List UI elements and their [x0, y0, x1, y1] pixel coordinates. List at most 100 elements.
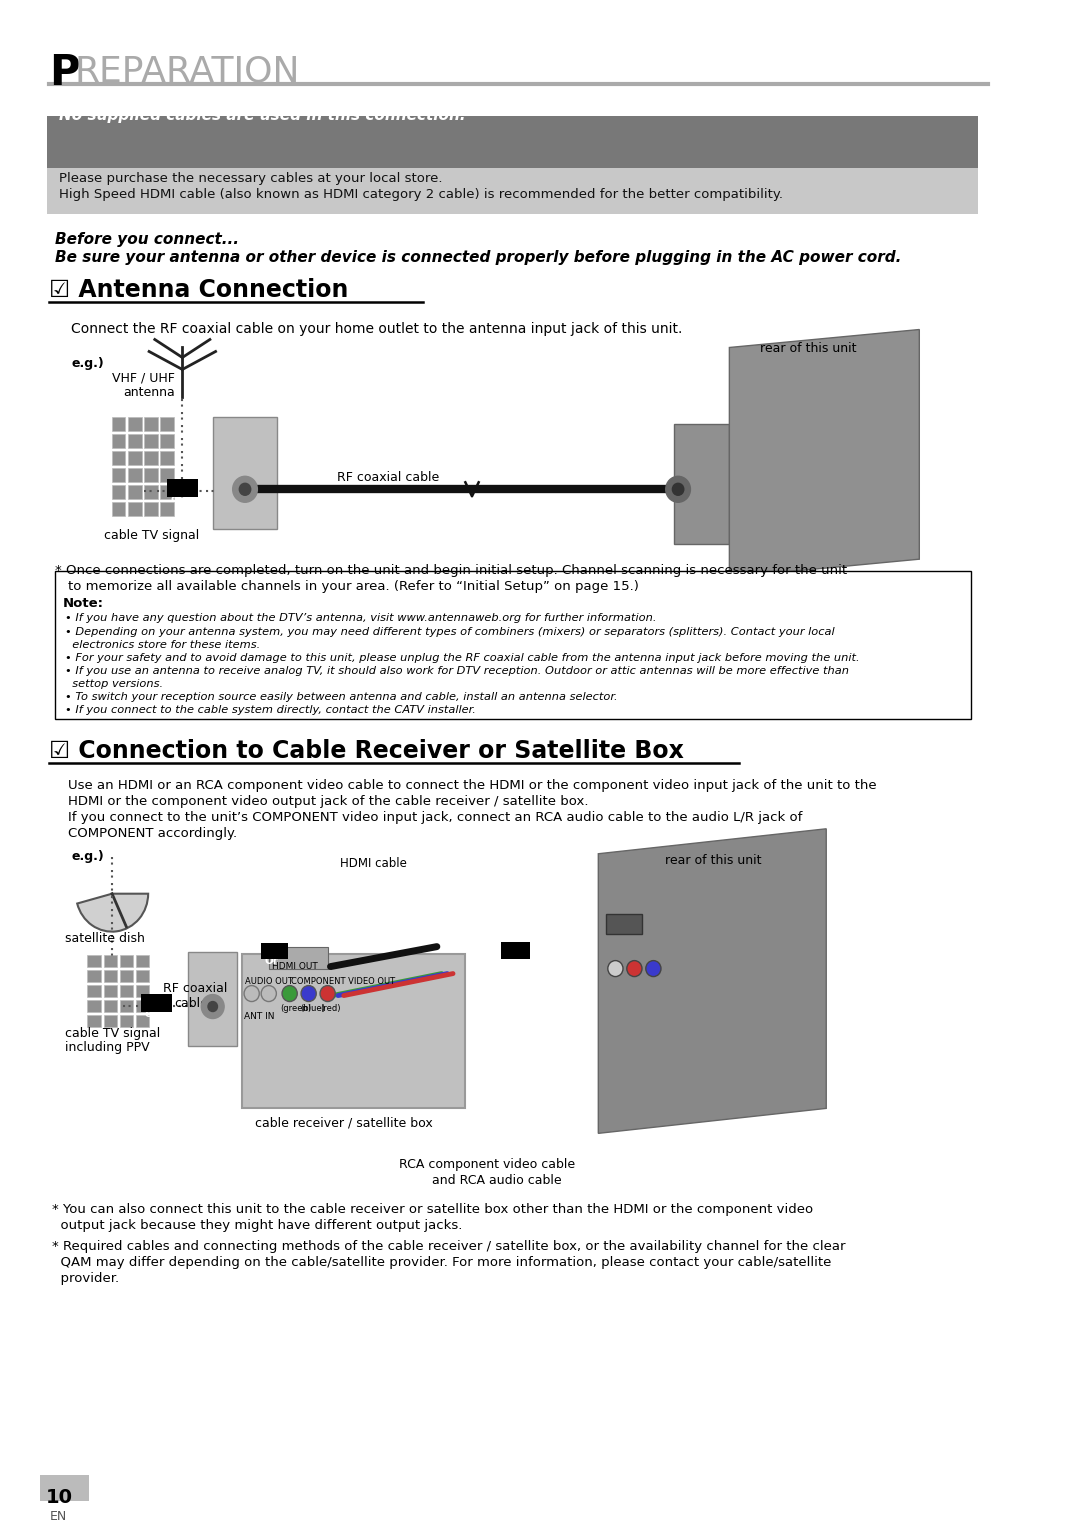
Text: e.g.): e.g.) — [71, 850, 104, 862]
Polygon shape — [729, 330, 919, 577]
Circle shape — [244, 986, 259, 1001]
Bar — [167, 479, 199, 497]
Bar — [87, 1015, 100, 1027]
Circle shape — [665, 476, 690, 502]
Circle shape — [232, 476, 257, 502]
Text: ☑ Antenna Connection: ☑ Antenna Connection — [50, 278, 349, 302]
Text: 10: 10 — [45, 1488, 72, 1506]
Bar — [48, 116, 978, 168]
Text: REPARATION: REPARATION — [75, 55, 299, 89]
Text: AUDIO OUT: AUDIO OUT — [245, 977, 293, 986]
Text: • If you use an antenna to receive analog TV, it should also work for DTV recept: • If you use an antenna to receive analo… — [65, 665, 849, 676]
Bar — [145, 468, 158, 482]
Bar — [104, 1000, 117, 1012]
Text: (green): (green) — [280, 1004, 311, 1013]
Text: provider.: provider. — [52, 1273, 120, 1285]
Bar — [145, 485, 158, 499]
Bar — [136, 1015, 149, 1027]
Bar — [161, 485, 174, 499]
Text: RF coaxial cable: RF coaxial cable — [337, 472, 440, 484]
Bar — [145, 502, 158, 516]
Circle shape — [261, 986, 276, 1001]
Text: cable: cable — [174, 996, 207, 1010]
Text: RCA component video cable: RCA component video cable — [399, 1158, 575, 1172]
Text: HDMI cable: HDMI cable — [340, 856, 407, 870]
Bar — [129, 435, 141, 449]
Text: antenna: antenna — [123, 386, 175, 400]
Text: COMPONENT accordingly.: COMPONENT accordingly. — [68, 827, 238, 839]
Text: or: or — [171, 494, 184, 504]
Bar — [120, 955, 133, 966]
Circle shape — [240, 484, 251, 496]
Bar — [161, 468, 174, 482]
Text: or: or — [504, 955, 516, 966]
Bar — [112, 435, 125, 449]
Text: * You can also connect this unit to the cable receiver or satellite box other th: * You can also connect this unit to the … — [52, 1202, 813, 1216]
Text: settop versions.: settop versions. — [65, 679, 163, 690]
Circle shape — [301, 986, 316, 1001]
Wedge shape — [77, 894, 148, 932]
Bar — [104, 1015, 117, 1027]
Bar — [87, 1000, 100, 1012]
Bar — [112, 468, 125, 482]
Text: P: P — [50, 52, 80, 95]
Bar — [104, 969, 117, 981]
Bar — [140, 993, 172, 1012]
Text: VHF / UHF: VHF / UHF — [112, 371, 175, 385]
Bar — [87, 969, 100, 981]
Circle shape — [320, 986, 335, 1001]
Bar — [136, 984, 149, 996]
Text: e.g.): e.g.) — [71, 357, 104, 371]
Text: rear of this unit: rear of this unit — [759, 342, 856, 354]
Bar — [161, 452, 174, 465]
Text: High Speed HDMI cable (also known as HDMI category 2 cable) is recommended for t: High Speed HDMI cable (also known as HDM… — [59, 188, 783, 201]
Bar — [261, 943, 287, 958]
Bar — [40, 1474, 90, 1500]
Bar — [161, 435, 174, 449]
Bar — [112, 502, 125, 516]
Text: including PPV: including PPV — [65, 1041, 149, 1054]
Bar — [87, 955, 100, 966]
Bar — [136, 955, 149, 966]
Text: output jack because they might have different output jacks.: output jack because they might have diff… — [52, 1219, 462, 1231]
Text: or: or — [145, 1009, 158, 1018]
Bar — [112, 485, 125, 499]
Bar — [87, 984, 100, 996]
Bar — [242, 954, 465, 1108]
Bar — [104, 955, 117, 966]
Bar — [269, 946, 327, 969]
Bar — [112, 418, 125, 432]
Text: RF coaxial: RF coaxial — [163, 981, 228, 995]
Text: (blue): (blue) — [300, 1004, 325, 1013]
Text: ANT IN: ANT IN — [244, 1012, 274, 1021]
Text: Connect the RF coaxial cable on your home outlet to the antenna input jack of th: Connect the RF coaxial cable on your hom… — [71, 322, 683, 336]
Bar — [129, 468, 141, 482]
Text: Before you connect...: Before you connect... — [55, 232, 239, 247]
Circle shape — [626, 960, 642, 977]
Text: Or: Or — [264, 955, 278, 966]
Bar — [606, 914, 642, 934]
Bar — [104, 984, 117, 996]
Text: • If you connect to the cable system directly, contact the CATV installer.: • If you connect to the cable system dir… — [65, 705, 475, 716]
Bar — [120, 969, 133, 981]
Bar — [120, 984, 133, 996]
Bar — [129, 418, 141, 432]
Text: No supplied cables are used in this connection:: No supplied cables are used in this conn… — [59, 108, 465, 122]
Text: * Once connections are completed, turn on the unit and begin initial setup. Chan: * Once connections are completed, turn o… — [55, 565, 847, 577]
Text: and RCA audio cable: and RCA audio cable — [432, 1175, 562, 1187]
Text: EN: EN — [50, 1509, 67, 1523]
Bar — [161, 418, 174, 432]
Bar — [161, 502, 174, 516]
Bar — [136, 1000, 149, 1012]
Text: ☑ Connection to Cable Receiver or Satellite Box: ☑ Connection to Cable Receiver or Satell… — [50, 739, 685, 763]
Bar — [48, 168, 978, 214]
Bar — [674, 424, 729, 545]
Text: If you connect to the unit’s COMPONENT video input jack, connect an RCA audio ca: If you connect to the unit’s COMPONENT v… — [68, 810, 802, 824]
Text: COMPONENT VIDEO OUT: COMPONENT VIDEO OUT — [291, 977, 394, 986]
Text: • Depending on your antenna system, you may need different types of combiners (m: • Depending on your antenna system, you … — [65, 627, 834, 636]
Text: cable receiver / satellite box: cable receiver / satellite box — [255, 1117, 432, 1129]
Text: Note:: Note: — [63, 597, 104, 610]
Text: cable TV signal: cable TV signal — [65, 1027, 160, 1039]
Polygon shape — [598, 829, 826, 1134]
Circle shape — [646, 960, 661, 977]
